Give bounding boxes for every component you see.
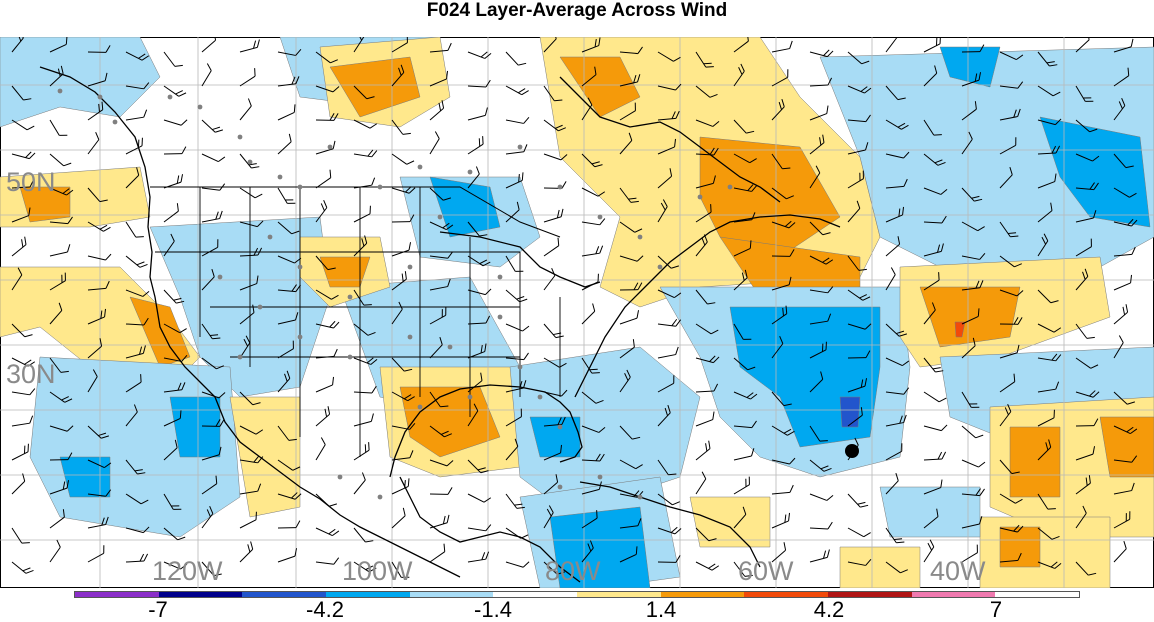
colorbar-segment [995, 592, 1079, 597]
station-dot [408, 335, 413, 340]
colorbar-label-1-4: 1.4 [646, 598, 677, 622]
station-dot [113, 120, 118, 125]
station-dot [518, 145, 523, 150]
storm-position-marker [845, 444, 859, 458]
colorbar-segment [159, 592, 243, 597]
station-dot [558, 425, 563, 430]
map-panel [0, 37, 1154, 588]
station-dot [298, 265, 303, 270]
lat-label-50n: 50N [6, 168, 56, 196]
station-dot [168, 95, 173, 100]
station-dot [238, 355, 243, 360]
lon-label-120w: 120W [152, 557, 223, 585]
colorbar-label-7: 7 [990, 598, 1002, 622]
lon-label-100w: 100W [342, 557, 413, 585]
lat-label-30n: 30N [6, 360, 56, 388]
station-dot [438, 215, 443, 220]
station-dot [658, 265, 663, 270]
colorbar-label-neg1-4: -1.4 [474, 598, 512, 622]
station-dot [468, 395, 473, 400]
station-dot [538, 395, 543, 400]
station-dot [698, 195, 703, 200]
station-dot [278, 175, 283, 180]
station-dot [468, 170, 473, 175]
anomaly-contour [1010, 427, 1060, 497]
station-dot [268, 235, 273, 240]
station-dot [58, 89, 63, 94]
station-dot [258, 305, 263, 310]
station-dot [598, 475, 603, 480]
map-title: F024 Layer-Average Across Wind [0, 0, 1154, 30]
station-dot [378, 185, 383, 190]
colorbar [74, 591, 1080, 598]
station-dot [408, 265, 413, 270]
lon-label-60w: 60W [738, 557, 794, 585]
station-dot [598, 215, 603, 220]
colorbar-segment [75, 592, 159, 597]
station-dot [638, 235, 643, 240]
station-dot [348, 295, 353, 300]
station-dot [298, 335, 303, 340]
station-dot [448, 345, 453, 350]
station-dot [558, 485, 563, 490]
station-dot [338, 475, 343, 480]
colorbar-label-4-2: 4.2 [814, 598, 845, 622]
station-dot [218, 275, 223, 280]
anomaly-contour [840, 397, 860, 427]
colorbar-label-neg4-2: -4.2 [306, 598, 344, 622]
station-dot [638, 495, 643, 500]
station-dot [98, 95, 103, 100]
station-dot [558, 185, 563, 190]
anomaly-contour [690, 497, 770, 547]
station-dot [328, 145, 333, 150]
colorbar-segment [912, 592, 996, 597]
station-dot [198, 105, 203, 110]
station-dot [248, 160, 253, 165]
lon-label-80w: 80W [545, 557, 601, 585]
station-dot [298, 185, 303, 190]
station-dot [418, 405, 423, 410]
anomaly-contour [980, 517, 1110, 588]
station-dot [728, 185, 733, 190]
anomaly-contour [840, 547, 920, 588]
lon-label-40w: 40W [930, 557, 986, 585]
station-dot [238, 135, 243, 140]
station-dot [378, 495, 383, 500]
station-dot [518, 365, 523, 370]
station-dot [498, 275, 503, 280]
colorbar-label-neg7: -7 [148, 598, 168, 622]
map-canvas [0, 37, 1154, 588]
station-dot [498, 315, 503, 320]
station-dot [348, 355, 353, 360]
station-dot [418, 165, 423, 170]
